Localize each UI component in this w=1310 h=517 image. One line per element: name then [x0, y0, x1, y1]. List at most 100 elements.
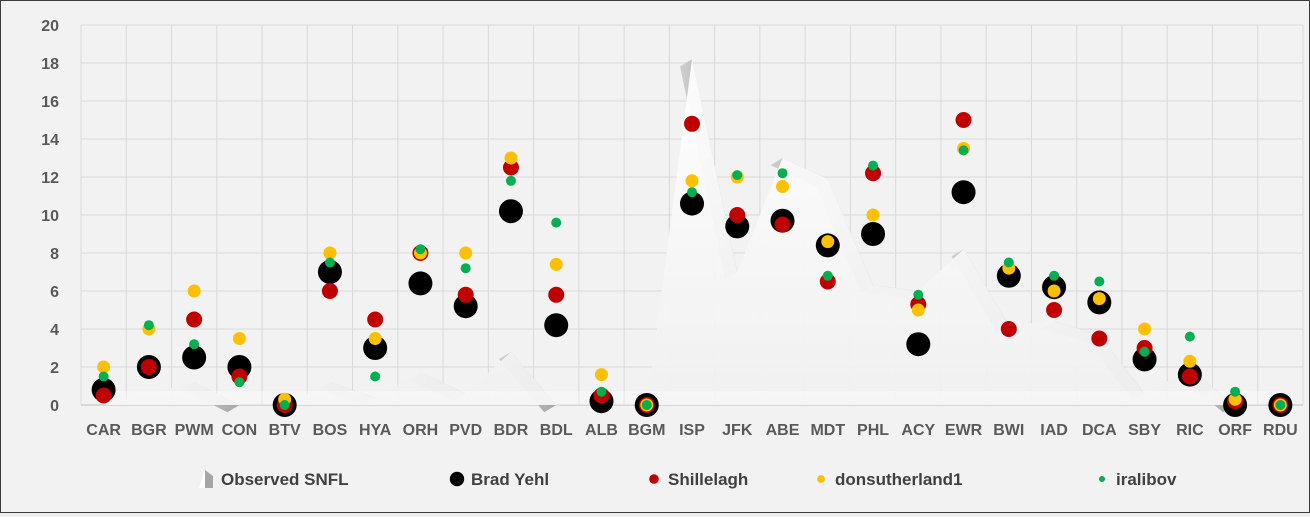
marker-donsutherland1 [368, 332, 382, 345]
y-tick-label: 16 [41, 94, 59, 111]
marker-shillelagh [1046, 302, 1063, 318]
observed-snfl-face [103, 59, 1281, 405]
marker-shillelagh [321, 283, 338, 299]
marker-iralibov [641, 400, 652, 410]
x-tick-label: IAD [1040, 422, 1068, 439]
marker-shillelagh [729, 207, 746, 223]
y-tick-label: 10 [41, 208, 59, 225]
marker-brad-yehl [951, 180, 976, 205]
marker-shillelagh [548, 286, 565, 303]
observed-snfl-area [103, 59, 1281, 413]
legend: Observed SNFL Brad Yehl Shillelagh donsuthe… [199, 470, 1177, 489]
marker-iralibov [913, 289, 924, 300]
marker-iralibov [868, 160, 879, 171]
marker-donsutherland1 [866, 208, 880, 222]
axis-labels: 0 2 4 6 8 10 12 14 16 18 20 CAR BGR PWM CON BTV BOS HYA OR… [41, 18, 1298, 439]
marker-shillelagh [186, 311, 203, 328]
legend-swatch-marker [649, 474, 659, 484]
marker-iralibov [687, 187, 697, 198]
marker-iralibov [1003, 257, 1014, 268]
marker-iralibov [822, 270, 833, 281]
marker-shillelagh [140, 359, 157, 375]
marker-donsutherland1 [232, 332, 246, 345]
marker-donsutherland1 [504, 151, 518, 165]
marker-shillelagh [865, 165, 882, 182]
y-tick-label: 12 [41, 170, 59, 187]
x-tick-label: BOS [313, 422, 348, 439]
marker-iralibov [732, 170, 743, 181]
marker-donsutherland1 [685, 174, 699, 188]
marker-iralibov [234, 377, 245, 388]
marker-iralibov [777, 168, 788, 179]
marker-iralibov [143, 320, 154, 331]
y-tick-label: 14 [41, 132, 59, 149]
x-tick-label: MDT [810, 422, 845, 439]
marker-donsutherland1 [1183, 354, 1197, 368]
legend-swatch-marker [1099, 476, 1105, 482]
x-tick-label: PWM [175, 422, 214, 439]
marker-iralibov [370, 371, 381, 382]
marker-iralibov [596, 386, 607, 397]
legend-swatch-area [199, 470, 205, 488]
x-tick-label: ORF [1218, 422, 1252, 439]
legend-label: Brad Yehl [471, 470, 549, 489]
marker-donsutherland1 [1092, 292, 1106, 306]
marker-shillelagh [684, 115, 700, 132]
x-tick-label: ISP [679, 422, 705, 439]
x-tick-label: BTV [269, 422, 301, 439]
marker-iralibov [1184, 331, 1195, 342]
marker-iralibov [98, 371, 109, 382]
marker-brad-yehl [453, 294, 478, 319]
x-tick-label: BDR [494, 422, 529, 439]
marker-iralibov [505, 175, 516, 186]
marker-shillelagh [367, 311, 384, 328]
legend-swatch-marker [449, 471, 465, 487]
x-tick-label: BGM [628, 422, 665, 439]
x-tick-label: BWI [993, 422, 1024, 439]
marker-iralibov [551, 217, 562, 228]
marker-brad-yehl [317, 260, 342, 284]
marker-brad-yehl [498, 199, 523, 224]
y-tick-label: 8 [50, 246, 59, 263]
y-tick-label: 6 [50, 284, 59, 301]
marker-shillelagh [502, 159, 519, 176]
legend-item: donsutherland1 [817, 470, 963, 489]
marker-brad-yehl [182, 345, 207, 370]
markers [91, 112, 1293, 417]
marker-donsutherland1 [97, 360, 111, 374]
x-tick-label: DCA [1082, 422, 1117, 439]
legend-item: iralibov [1099, 470, 1177, 489]
legend-label: iralibov [1116, 470, 1177, 489]
marker-donsutherland1 [187, 284, 201, 298]
y-tick-label: 4 [50, 322, 59, 339]
marker-shillelagh [95, 387, 112, 404]
legend-label: Shillelagh [668, 470, 748, 489]
marker-donsutherland1 [459, 246, 473, 260]
legend-swatch-area-side [205, 470, 213, 488]
marker-iralibov [1275, 400, 1286, 410]
x-tick-label: JFK [722, 422, 753, 439]
marker-donsutherland1 [1228, 392, 1242, 406]
marker-donsutherland1 [1047, 284, 1061, 298]
x-tick-label: SBY [1128, 422, 1161, 439]
marker-iralibov [324, 257, 335, 268]
marker-shillelagh [457, 286, 474, 303]
legend-swatch-marker [817, 475, 825, 483]
y-tick-label: 18 [41, 56, 59, 73]
marker-brad-yehl [906, 332, 931, 357]
x-tick-label: BDL [540, 422, 573, 439]
legend-label: Observed SNFL [221, 470, 349, 489]
marker-iralibov [1139, 346, 1150, 357]
x-tick-label: RDU [1263, 422, 1298, 439]
marker-shillelagh [955, 112, 972, 128]
marker-donsutherland1 [549, 257, 563, 271]
marker-donsutherland1 [911, 303, 925, 317]
y-tick-label: 0 [50, 398, 59, 415]
marker-shillelagh [1091, 330, 1108, 347]
y-tick-label: 2 [50, 360, 59, 377]
marker-donsutherland1 [821, 235, 835, 249]
marker-brad-yehl [544, 313, 569, 338]
observed-snfl-floor [103, 391, 1281, 405]
x-tick-label: PHL [857, 422, 889, 439]
